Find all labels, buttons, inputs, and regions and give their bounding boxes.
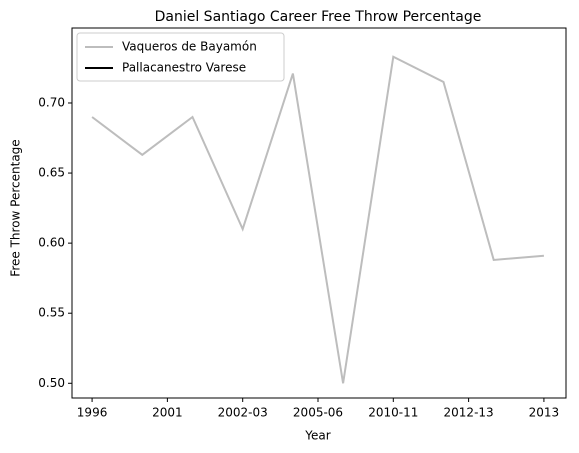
y-axis-label: Free Throw Percentage [9, 139, 23, 276]
series-line [91, 55, 544, 384]
y-tick-label: 0.60 [38, 236, 65, 250]
y-tick-label: 0.50 [38, 376, 65, 390]
legend-label: Vaqueros de Bayamón [122, 40, 257, 54]
y-tick-label: 0.65 [38, 166, 65, 180]
x-axis-label: Year [304, 429, 330, 443]
x-tick-label: 2012-13 [444, 406, 494, 420]
chart-title: Daniel Santiago Career Free Throw Percen… [155, 9, 482, 25]
legend-label: Pallacanestro Varese [122, 61, 246, 75]
x-tick-label: 2010-11 [368, 406, 418, 420]
x-tick-label: 2013 [529, 406, 560, 420]
plot-frame [71, 27, 567, 399]
x-tick-label: 2001 [152, 406, 183, 420]
x-tick-label: 1996 [77, 406, 108, 420]
y-tick-label: 0.70 [38, 95, 65, 109]
x-tick-label: 2005-06 [293, 406, 343, 420]
legend-box [76, 32, 285, 82]
y-tick-label: 0.55 [38, 306, 65, 320]
x-tick-label: 2002-03 [218, 406, 268, 420]
